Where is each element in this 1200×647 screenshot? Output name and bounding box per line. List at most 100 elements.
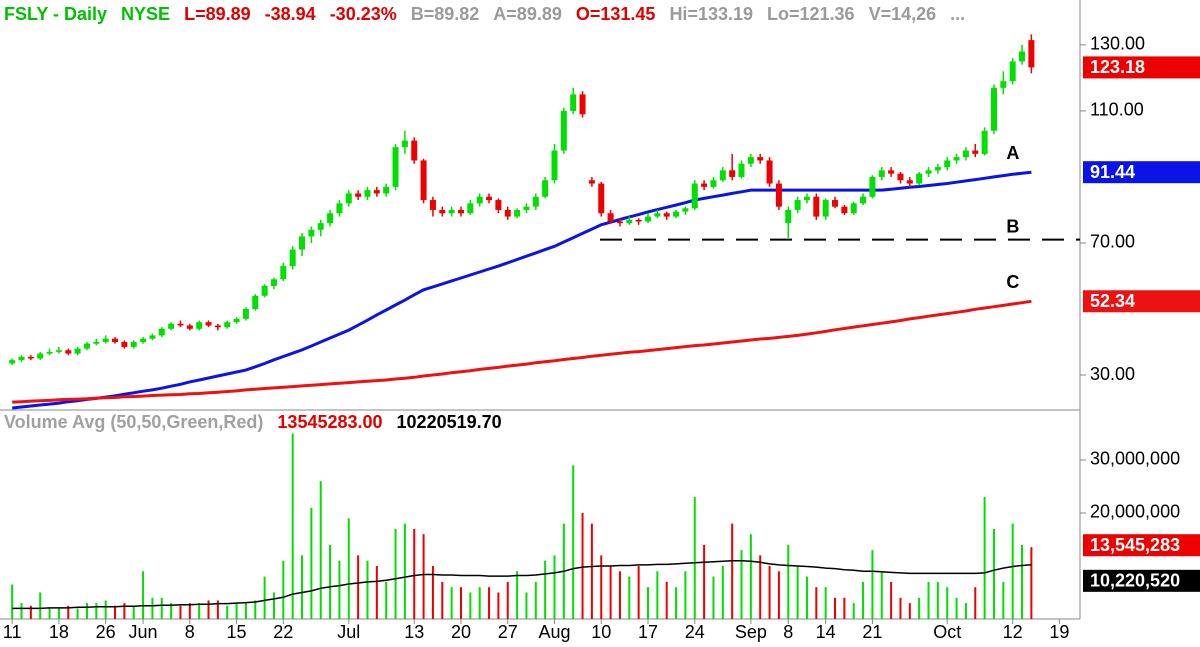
ma-label: C: [1006, 272, 1019, 292]
volume-bar: [834, 597, 837, 619]
volume-bar: [890, 581, 893, 619]
candle-body: [850, 203, 857, 214]
volume-bar: [665, 581, 668, 619]
volume-bar: [992, 528, 995, 619]
candle-body: [925, 170, 932, 174]
volume-bar: [450, 587, 453, 619]
volume-bar: [525, 592, 528, 619]
volume-bar: [319, 481, 322, 619]
candle-body: [785, 209, 792, 224]
candle-body: [635, 219, 642, 222]
volume-bar: [123, 603, 126, 619]
volume-bar: [983, 497, 986, 619]
volume-bar: [151, 597, 154, 619]
candle-body: [299, 236, 306, 250]
candle-body: [944, 160, 951, 168]
volume-bar: [1011, 523, 1014, 619]
volume-bar: [76, 608, 79, 619]
candle-body: [420, 160, 427, 201]
y-tick-label: 70.00: [1090, 232, 1135, 252]
volume-bar: [329, 544, 332, 619]
x-tick-label: 26: [96, 622, 116, 642]
volume-bar: [974, 587, 977, 619]
candle-body: [1028, 40, 1035, 68]
volume-bar: [235, 603, 238, 619]
candle-body: [205, 322, 212, 326]
volume-bar: [39, 592, 42, 619]
price-header: FSLY - Daily NYSE L=89.89 -38.94 -30.23% B=89…: [4, 4, 979, 25]
volume-bar: [57, 608, 60, 619]
volume-bar: [946, 587, 949, 619]
last-price-badge-bg: [1083, 56, 1200, 79]
volume-bar: [544, 560, 547, 619]
candle-body: [747, 157, 754, 164]
volume-bar: [179, 605, 182, 619]
volume-bar: [600, 555, 603, 619]
candle-body: [158, 328, 165, 336]
x-tick-label: Jul: [337, 622, 360, 642]
candle-body: [523, 206, 530, 210]
volume-bar: [796, 565, 799, 619]
candle-body: [336, 203, 343, 214]
volume-bar: [160, 597, 163, 619]
volume-bar: [908, 603, 911, 619]
candle-body: [233, 318, 240, 323]
x-tick-label: 17: [638, 622, 658, 642]
volume-y-tick-label: 30,000,000: [1090, 449, 1180, 469]
candle-body: [448, 209, 455, 214]
candle-body: [719, 170, 726, 181]
candle-body: [916, 173, 923, 184]
volume-bar: [478, 587, 481, 619]
x-tick-label: 20: [451, 622, 471, 642]
last-price-badge: 123.18: [1090, 57, 1145, 77]
candle-body: [37, 353, 44, 359]
volume-bar: [114, 605, 117, 619]
x-tick-label: Jun: [129, 622, 158, 642]
candle-body: [486, 196, 493, 201]
volume-bar: [609, 565, 612, 619]
volume-bar: [11, 584, 14, 619]
volume-bar: [142, 571, 145, 619]
candle-body: [457, 209, 464, 214]
candle-body: [476, 196, 483, 204]
volume-bar: [759, 555, 762, 619]
header-item: L=89.89: [184, 4, 251, 24]
volume-bar: [497, 592, 500, 619]
candle-body: [317, 223, 324, 230]
x-tick-label: 18: [49, 622, 69, 642]
volume-bar: [721, 565, 724, 619]
moving-average: [12, 299, 1032, 404]
volume-header: Volume Avg (50,50,Green,Red) 13545283.00 1…: [4, 412, 516, 433]
candle-body: [803, 196, 810, 201]
candle-body: [832, 200, 839, 207]
volume-bar: [263, 576, 266, 619]
volume-bar: [20, 603, 23, 619]
candle-body: [252, 295, 259, 309]
volume-bar: [693, 497, 696, 619]
volume-bar: [95, 603, 98, 619]
volume-bar: [366, 560, 369, 619]
header-item: ...: [950, 4, 966, 24]
volume-bar: [675, 587, 678, 619]
candle-body: [860, 196, 867, 204]
volume-bar: [207, 600, 210, 619]
volume-bar: [301, 555, 304, 619]
volume-bar: [226, 605, 229, 619]
candle-body: [411, 140, 418, 161]
volume-bar: [394, 528, 397, 619]
volume-bar: [198, 603, 201, 619]
candle-body: [775, 183, 782, 207]
candle-body: [65, 350, 72, 354]
candle-body: [981, 130, 988, 154]
candle-body: [906, 180, 913, 184]
volume-badge-bg: [1083, 534, 1200, 557]
candle-body: [878, 170, 885, 177]
volume-bar: [1030, 547, 1033, 619]
candle-body: [196, 322, 203, 329]
candle-body: [729, 170, 736, 177]
volume-bar: [618, 571, 621, 619]
candle-body: [289, 249, 296, 267]
candle-body: [682, 208, 689, 212]
